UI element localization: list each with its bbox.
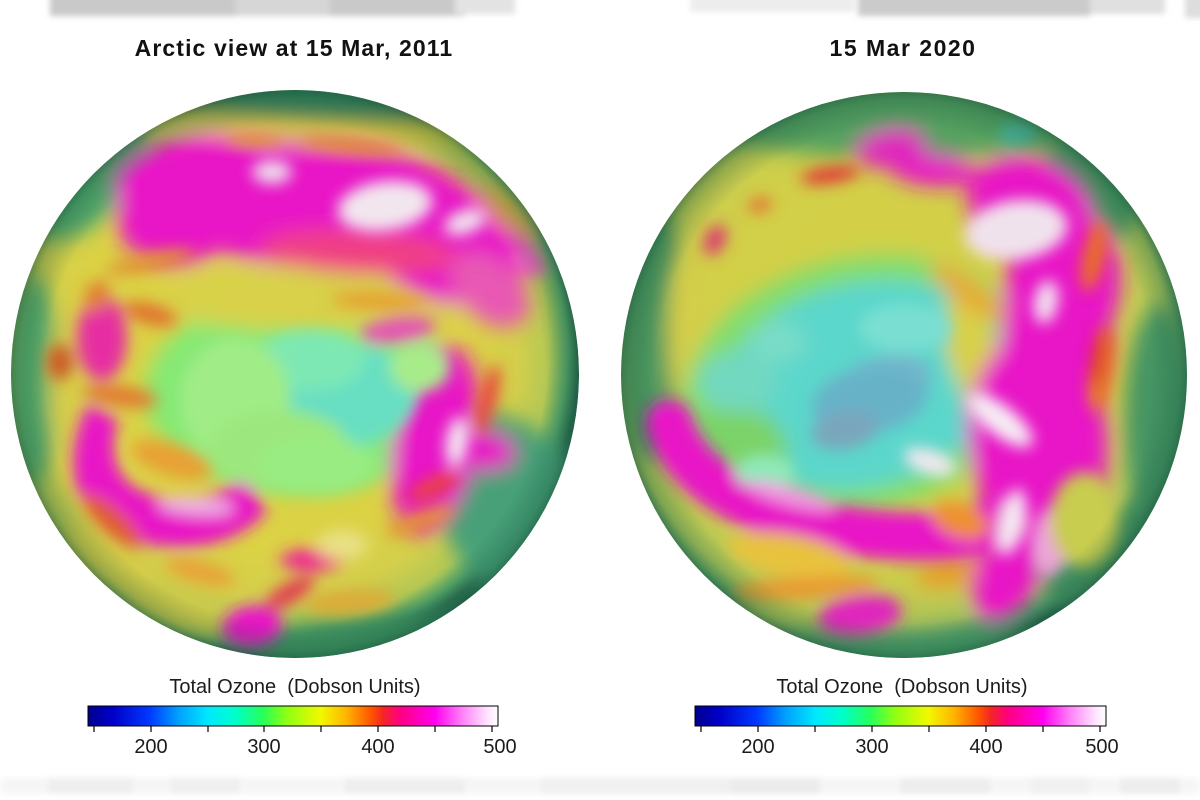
svg-text:15 Mar 2020: 15 Mar 2020: [830, 35, 977, 61]
svg-text:400: 400: [969, 736, 1002, 758]
svg-text:300: 300: [855, 736, 888, 758]
svg-text:300: 300: [247, 736, 280, 758]
svg-text:Total Ozone (Dobson Units): Total Ozone (Dobson Units): [169, 676, 420, 698]
svg-text:Arctic view at 15 Mar, 2011: Arctic view at 15 Mar, 2011: [135, 35, 454, 61]
svg-text:Total Ozone (Dobson Units): Total Ozone (Dobson Units): [776, 676, 1027, 698]
svg-text:500: 500: [483, 736, 516, 758]
svg-text:200: 200: [134, 736, 167, 758]
svg-text:400: 400: [361, 736, 394, 758]
svg-text:500: 500: [1085, 736, 1118, 758]
svg-text:200: 200: [741, 736, 774, 758]
